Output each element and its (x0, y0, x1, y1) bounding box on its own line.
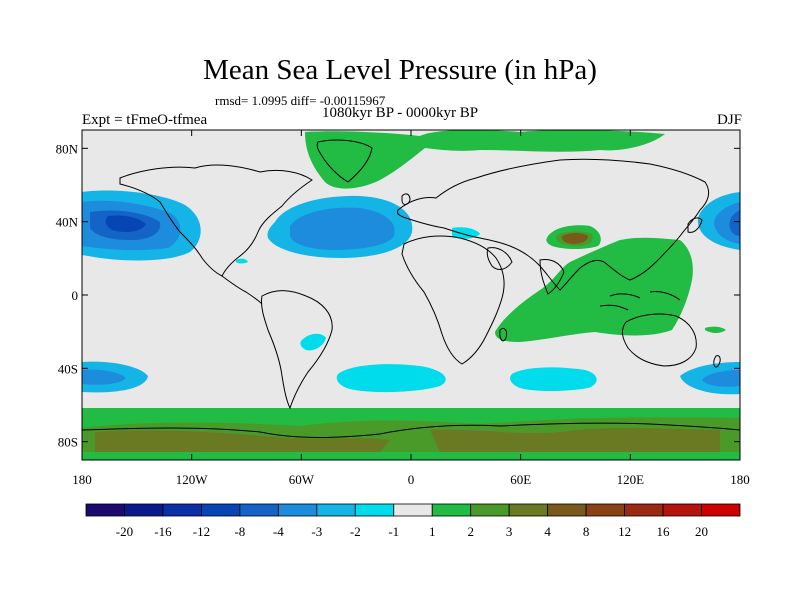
eurasia-outline (397, 158, 710, 291)
x-tick-label: 120W (176, 472, 209, 487)
new-zealand-outline (713, 355, 721, 368)
arabia-outline (486, 247, 513, 270)
antarctica-outline (82, 422, 740, 438)
north-atlantic-low-inner (290, 207, 395, 250)
south-america-negative (300, 333, 326, 351)
india-outline (539, 259, 565, 295)
colorbar-label: 8 (583, 524, 590, 539)
y-tick-label: 80N (56, 141, 79, 156)
north-america-outline (119, 164, 313, 277)
season-label: DJF (716, 112, 742, 128)
colorbar-label: -2 (350, 524, 361, 539)
x-tick-label: 120E (617, 472, 645, 487)
colorbar-swatch (508, 503, 549, 517)
colorbar-swatch (316, 503, 356, 517)
colorbar-swatch (239, 503, 279, 517)
colorbar-label: -1 (388, 524, 399, 539)
colorbar-swatch (354, 503, 395, 517)
x-axis: 180 120W 60W 0 60E 120E 180 (72, 130, 750, 487)
colorbar-label: -20 (116, 524, 133, 539)
australia-outline (621, 313, 697, 367)
y-tick-label: 0 (72, 288, 79, 303)
colorbar-swatch (662, 503, 702, 517)
antarctic-band-4b (430, 428, 720, 452)
colorbar-label: 20 (695, 524, 708, 539)
colorbar-label: 16 (657, 524, 671, 539)
colorbar-swatch (162, 503, 202, 517)
japan-outline (687, 217, 703, 233)
y-tick-label: 40S (58, 361, 78, 376)
colorbar-label: 3 (506, 524, 513, 539)
x-tick-label: 60E (510, 472, 531, 487)
colorbar-label: 1 (429, 524, 436, 539)
colorbar-swatch (431, 503, 472, 517)
south-pacific-low-east-inner (702, 370, 740, 387)
y-axis: 80N 40N 0 40S 80S (56, 141, 740, 450)
colorbar-swatch (470, 503, 510, 517)
y-tick-label: 40N (56, 215, 79, 230)
colorbar-label: -8 (234, 524, 245, 539)
x-tick-label: 180 (72, 472, 92, 487)
map-title: Mean Sea Level Pressure (in hPa) (203, 54, 597, 86)
colorbar-swatch (201, 503, 241, 517)
arctic-positive-region (305, 130, 665, 189)
colorbar-swatch (393, 503, 433, 517)
period-label: 1080kyr BP - 0000kyr BP (321, 105, 479, 121)
stats-subtitle: rmsd= 1.0995 diff= -0.00115967 (215, 93, 386, 108)
colorbar-swatch (277, 503, 318, 517)
colorbar-label: 4 (544, 524, 551, 539)
experiment-label: Expt = tFmeO-tfmea (82, 112, 208, 128)
central-america-outline (221, 275, 263, 305)
y-tick-label: 80S (58, 435, 78, 450)
south-pacific-low-west-inner (82, 369, 126, 385)
colorbar-label: 2 (467, 524, 474, 539)
coastlines (82, 139, 740, 438)
se-asia-islands-outline (599, 291, 681, 311)
madagascar-outline (499, 327, 507, 342)
colorbar-swatch (124, 503, 164, 517)
colorbar-swatch (547, 503, 587, 517)
colorbar-swatch (624, 503, 664, 517)
mediterranean-negative (452, 227, 480, 239)
x-tick-label: 180 (730, 472, 750, 487)
colorbar-label: -12 (193, 524, 210, 539)
south-atlantic-negative (336, 364, 446, 393)
british-isles-outline (401, 193, 411, 205)
antarctic-band-4a (95, 430, 390, 452)
tibet-positive-8 (561, 233, 588, 244)
north-pacific-low-west-core (105, 215, 146, 232)
colorbar: -20 -16 -12 -8 -4 -3 -2 -1 1 2 3 4 8 12 16 20 (85, 503, 741, 539)
colorbar-label: -16 (154, 524, 172, 539)
africa-outline (401, 235, 505, 365)
colorbar-swatch (585, 503, 625, 517)
north-pacific-low-east-inner (729, 210, 740, 236)
south-america-outline (261, 290, 333, 410)
map-plot-area (82, 130, 740, 460)
pacific-small-positive (705, 326, 726, 333)
colorbar-swatch (701, 503, 741, 517)
colorbar-label: 12 (618, 524, 631, 539)
caribbean-negative (236, 258, 248, 264)
colorbar-swatch (85, 503, 125, 517)
greenland-outline (316, 139, 373, 183)
colorbar-label: -3 (311, 524, 322, 539)
x-tick-label: 60W (289, 472, 315, 487)
colorbar-label: -4 (273, 524, 284, 539)
south-indian-negative (510, 367, 597, 391)
x-tick-label: 0 (408, 472, 415, 487)
